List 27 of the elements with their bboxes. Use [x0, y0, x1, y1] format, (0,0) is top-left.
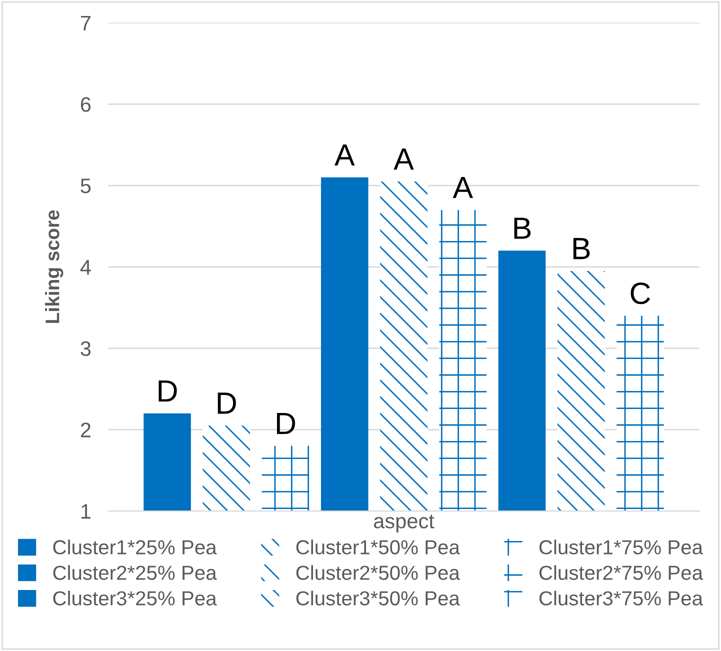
- y-tick-label: 4: [80, 260, 91, 274]
- y-tick-label: 5: [80, 178, 91, 194]
- data-label: D: [276, 413, 296, 434]
- data-label: C: [630, 282, 650, 304]
- y-axis-title: Liking score: [45, 210, 64, 323]
- x-axis-title: aspect: [374, 514, 434, 533]
- legend-label: Cluster3*75% Pea: [539, 590, 703, 606]
- legend-label: Cluster1*50% Pea: [296, 540, 460, 554]
- data-label: B: [514, 218, 531, 239]
- legend-label: Cluster1*75% Pea: [539, 540, 703, 554]
- y-tick-label: 7: [80, 16, 90, 30]
- data-label: A: [452, 177, 474, 198]
- y-tick-label: 1: [81, 504, 90, 519]
- y-tick-label: 3: [80, 341, 91, 356]
- legend-label: Cluster3*50% Pea: [296, 590, 460, 606]
- y-tick-label: 6: [80, 97, 91, 112]
- data-label: A: [334, 144, 355, 166]
- y-tick-label: 2: [80, 422, 90, 438]
- legend-label: Cluster2*25% Pea: [53, 565, 217, 580]
- legend-label: Cluster2*50% Pea: [296, 565, 460, 580]
- data-label: D: [158, 380, 177, 402]
- data-label: A: [394, 148, 414, 170]
- legend-label: Cluster1*25% Pea: [53, 540, 217, 554]
- data-label: D: [218, 392, 236, 414]
- legend-label: Cluster2*75% Pea: [539, 565, 703, 580]
- data-label: B: [573, 238, 590, 260]
- legend-label: Cluster3*25% Pea: [53, 590, 217, 606]
